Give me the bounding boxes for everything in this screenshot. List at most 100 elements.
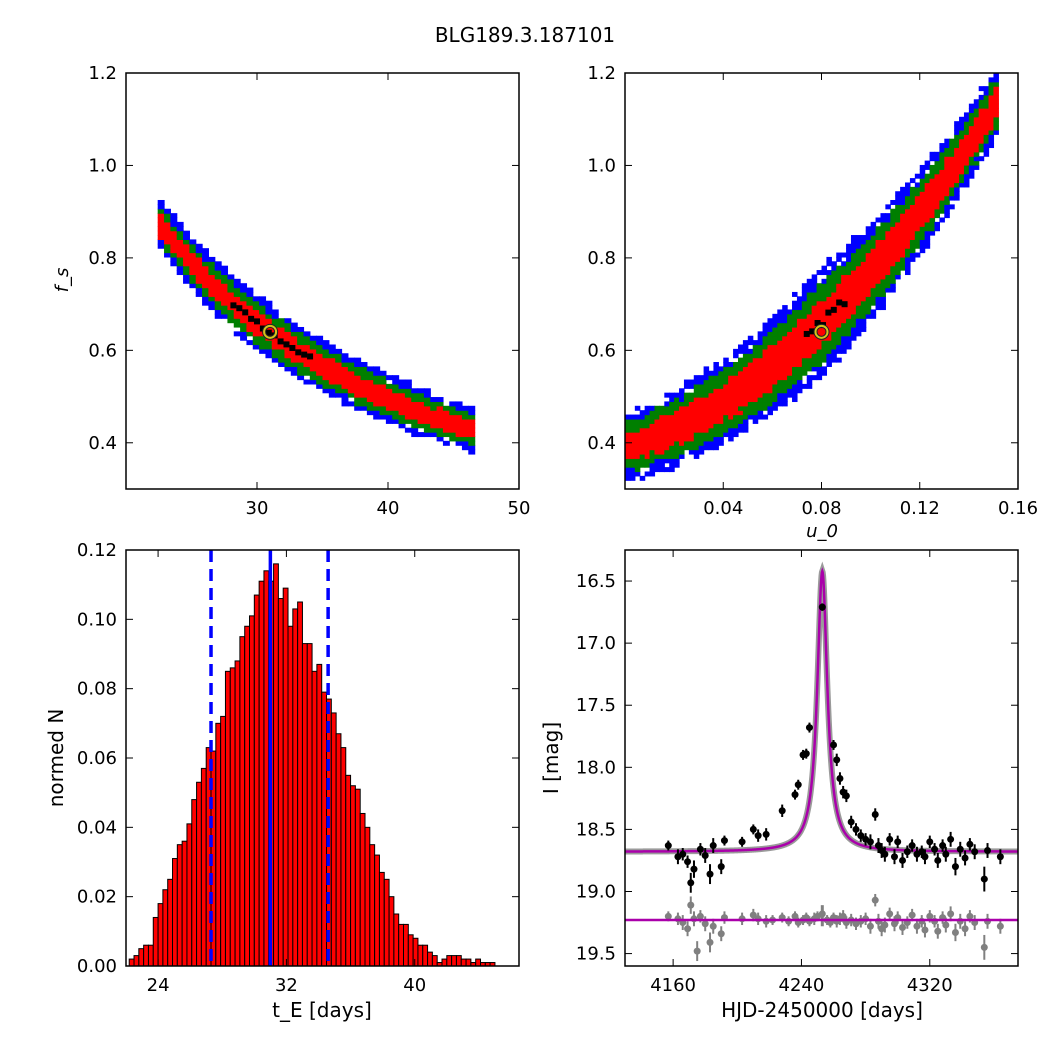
heatmap-cell xyxy=(629,418,636,424)
heatmap-cell xyxy=(836,348,842,354)
histogram-bar xyxy=(412,937,419,966)
heatmap-cell xyxy=(934,221,940,227)
heatmap-cell xyxy=(303,335,311,341)
heatmap-cell xyxy=(468,436,476,442)
heatmap-cell xyxy=(723,432,729,438)
heatmap-cell xyxy=(449,427,457,433)
heatmap-cell xyxy=(954,143,960,149)
heatmap-cell xyxy=(914,230,921,236)
best-region-cell xyxy=(825,309,832,316)
heatmap-cell xyxy=(905,217,911,223)
heatmap-cell xyxy=(360,401,368,407)
heatmap-cell xyxy=(924,164,931,170)
heatmap-cell xyxy=(831,357,837,363)
histogram-bar xyxy=(147,944,154,966)
heatmap-cell xyxy=(846,340,852,346)
heatmap-cell xyxy=(195,248,203,254)
heatmap-cell xyxy=(703,392,710,398)
heatmap-cell xyxy=(792,305,798,311)
heatmap-cell xyxy=(939,178,945,184)
heatmap-cell xyxy=(919,239,926,245)
heatmap-cell xyxy=(373,397,381,403)
heatmap-cell xyxy=(880,239,886,245)
heatmap-cell xyxy=(875,300,882,306)
heatmap-cell xyxy=(164,248,171,254)
heatmap-cell xyxy=(811,287,818,293)
heatmap-cell xyxy=(762,379,769,385)
heatmap-cell xyxy=(860,235,867,240)
heatmap-cell xyxy=(708,392,715,398)
panel-u0-fs: 0.04 0.08 0.12 0.160.40.60.81.01.2 xyxy=(587,63,1038,519)
heatmap-cell xyxy=(752,392,759,398)
heatmap-cell xyxy=(728,423,734,429)
heatmap-cell xyxy=(625,445,631,451)
histogram-bar xyxy=(306,643,313,966)
heatmap-cell xyxy=(782,313,788,319)
residual-point xyxy=(926,912,934,920)
data-point xyxy=(762,830,770,838)
heatmap-cell xyxy=(934,213,940,219)
heatmap-cell xyxy=(870,291,877,297)
heatmap-cell xyxy=(973,121,980,127)
heatmap-cell xyxy=(850,318,857,324)
heatmap-cell xyxy=(309,348,317,354)
heatmap-cell xyxy=(373,405,381,411)
data-point xyxy=(966,840,974,848)
heatmap-cell xyxy=(379,405,387,411)
heatmap-cell xyxy=(988,125,995,131)
heatmap-cell xyxy=(644,449,651,455)
heatmap-cell xyxy=(659,418,665,424)
heatmap-cell xyxy=(983,94,990,100)
heatmap-cell xyxy=(354,405,362,411)
data-point xyxy=(830,741,838,749)
y-tick-label: 1.2 xyxy=(587,63,616,84)
heatmap-cell xyxy=(737,362,744,367)
heatmap-cell xyxy=(821,270,828,276)
heatmap-cell xyxy=(988,99,995,105)
heatmap-cell xyxy=(806,340,813,346)
heatmap-cell xyxy=(654,427,660,433)
heatmap-cell xyxy=(752,344,759,350)
heatmap-cell xyxy=(252,309,260,315)
heatmap-cell xyxy=(983,151,990,157)
heatmap-cell xyxy=(796,313,803,319)
heatmap-cell xyxy=(341,375,349,381)
heatmap-cell xyxy=(246,300,254,306)
heatmap-cell xyxy=(782,353,788,359)
heatmap-cell xyxy=(870,256,877,262)
heatmap-cell xyxy=(718,375,724,381)
heatmap-cell xyxy=(360,366,368,372)
heatmap-cell xyxy=(322,340,330,346)
heatmap-cell xyxy=(792,353,798,359)
heatmap-cell xyxy=(328,353,336,359)
heatmap-cell xyxy=(988,94,995,100)
heatmap-cell xyxy=(796,353,803,359)
heatmap-cell xyxy=(654,440,660,446)
heatmap-cell xyxy=(905,243,911,249)
heatmap-cell xyxy=(360,370,368,376)
heatmap-cell xyxy=(880,256,886,262)
data-point xyxy=(664,842,672,850)
heatmap-cell xyxy=(674,432,680,438)
data-point xyxy=(899,856,907,864)
heatmap-cell xyxy=(929,178,936,184)
heatmap-cell xyxy=(644,440,651,446)
heatmap-cell xyxy=(796,357,803,363)
heatmap-cell xyxy=(895,204,901,210)
heatmap-cell xyxy=(777,401,783,407)
heatmap-cell xyxy=(919,164,926,170)
heatmap-cell xyxy=(959,178,965,184)
heatmap-cell xyxy=(816,340,823,346)
heatmap-cell xyxy=(366,388,374,394)
heatmap-cell xyxy=(723,427,729,433)
heatmap-cell xyxy=(341,357,349,363)
heatmap-cell xyxy=(919,178,926,184)
heatmap-cell xyxy=(782,401,788,407)
heatmap-cell xyxy=(693,375,700,381)
heatmap-cell xyxy=(398,401,406,407)
heatmap-cell xyxy=(792,357,798,363)
residual-point xyxy=(701,920,709,928)
heatmap-cell xyxy=(963,164,970,170)
heatmap-cell xyxy=(855,287,862,293)
